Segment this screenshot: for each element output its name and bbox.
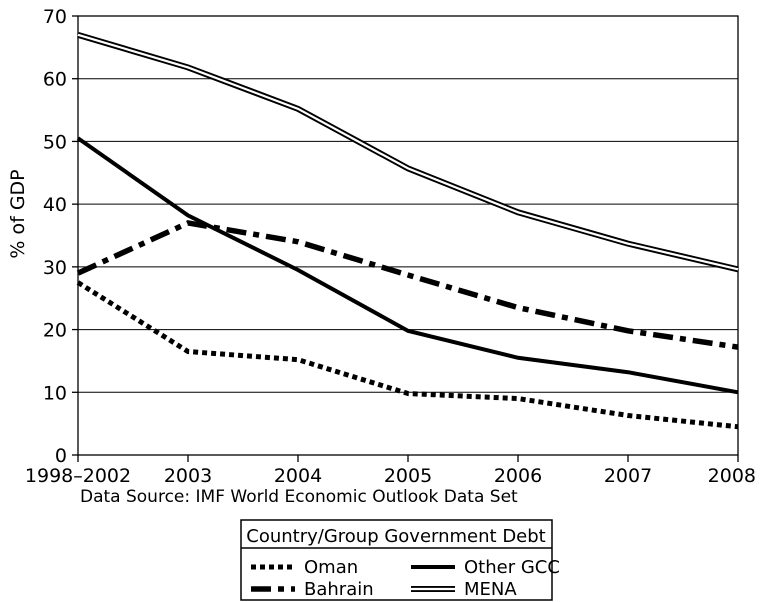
legend-label-bahrain: Bahrain <box>304 579 374 600</box>
axes <box>72 15 739 462</box>
legend-title: Country/Group Government Debt <box>246 526 546 547</box>
series-line-oman <box>76 280 739 430</box>
y-tick-label-40: 40 <box>43 194 67 216</box>
x-tick-label-2003: 2003 <box>164 465 212 487</box>
legend: Country/Group Government Debt Oman Other … <box>240 519 560 601</box>
x-tick-label-2005: 2005 <box>384 465 432 487</box>
y-tick-label-20: 20 <box>43 320 67 342</box>
y-tick-label-0: 0 <box>55 445 67 467</box>
x-tick-label-1998-2002: 1998–2002 <box>25 465 131 487</box>
legend-item-other-gcc: Other GCC <box>411 557 560 578</box>
series-line-other-gcc <box>76 136 739 395</box>
y-tick-label-60: 60 <box>43 69 67 91</box>
plot-frame <box>77 15 739 456</box>
series-oman <box>76 280 739 430</box>
series-line-mena-outer <box>77 31 739 273</box>
gridlines <box>78 78 738 393</box>
x-tick-label-2008: 2008 <box>708 465 756 487</box>
legend-item-mena: MENA <box>411 579 517 600</box>
y-tick-label-50: 50 <box>43 131 67 153</box>
y-tick-label-10: 10 <box>43 382 67 404</box>
series-lines <box>76 31 739 430</box>
legend-label-oman: Oman <box>304 557 358 578</box>
y-tick-label-70: 70 <box>43 6 67 28</box>
series-line-mena-inner <box>77 33 739 271</box>
legend-item-bahrain: Bahrain <box>251 579 374 600</box>
series-mena <box>77 31 739 273</box>
x-tick-label-2004: 2004 <box>274 465 322 487</box>
series-other-gcc <box>76 136 739 395</box>
series-bahrain <box>76 220 739 350</box>
legend-items: Oman Other GCC Bahrain MENA <box>251 557 560 600</box>
legend-label-other-gcc: Other GCC <box>464 557 560 578</box>
x-tick-label-2006: 2006 <box>494 465 542 487</box>
source-note: Data Source: IMF World Economic Outlook … <box>80 487 518 507</box>
y-tick-labels: 0 10 20 30 40 50 60 70 <box>43 6 67 467</box>
x-tick-labels: 1998–2002 2003 2004 2005 2006 2007 2008 <box>25 465 756 487</box>
y-axis-label: % of GDP <box>7 169 29 258</box>
y-tick-label-30: 30 <box>43 257 67 279</box>
x-tick-label-2007: 2007 <box>604 465 652 487</box>
legend-label-mena: MENA <box>464 579 517 600</box>
series-line-bahrain <box>76 220 739 350</box>
legend-item-oman: Oman <box>251 557 358 578</box>
